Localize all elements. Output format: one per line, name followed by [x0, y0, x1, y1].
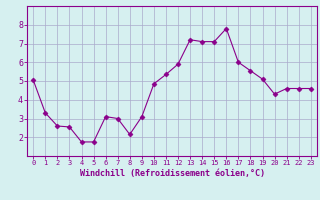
X-axis label: Windchill (Refroidissement éolien,°C): Windchill (Refroidissement éolien,°C)	[79, 169, 265, 178]
